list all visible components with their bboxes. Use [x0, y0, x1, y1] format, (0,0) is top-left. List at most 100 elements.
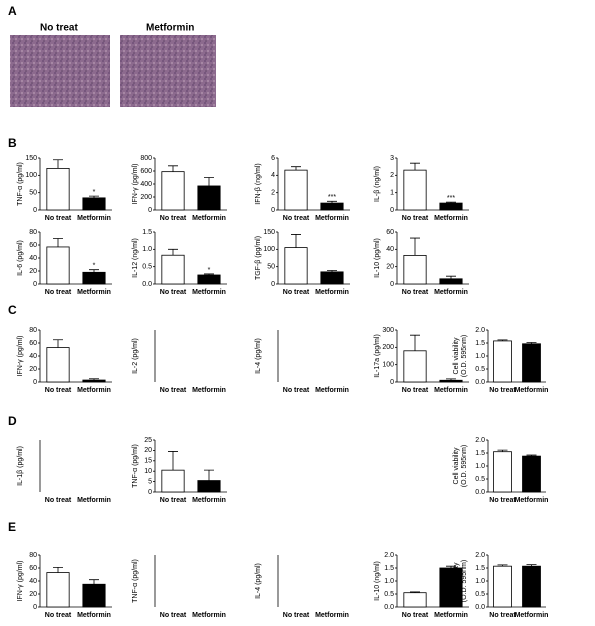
y-tick-label: 100 [382, 362, 394, 369]
y-tick-label: 20 [29, 591, 37, 598]
x-tick-label: No treat [402, 387, 429, 394]
y-tick-label: 60 [29, 242, 37, 249]
x-tick-label: Metformin [434, 612, 468, 619]
y-tick-label: 1.0 [475, 578, 485, 585]
y-axis-label: TGF-β (pg/ml) [255, 236, 262, 280]
y-axis-label: IL-1β (pg/ml) [17, 446, 24, 486]
x-tick-label: No treat [402, 289, 429, 296]
bar [161, 469, 185, 493]
error-bar [89, 269, 99, 273]
error-bar [168, 451, 178, 471]
x-tick-label: No treat [45, 215, 72, 222]
x-tick-label: Metformin [515, 612, 549, 619]
bar [522, 565, 541, 608]
y-tick-label: 40 [29, 353, 37, 360]
y-tick-label: 20 [29, 366, 37, 373]
y-tick-label: 15 [144, 458, 152, 465]
y-tick-label: 1.5 [142, 229, 152, 236]
x-tick-label: Metformin [192, 289, 226, 296]
x-tick-label: No treat [160, 289, 187, 296]
x-tick-label: No treat [45, 612, 72, 619]
significance: *** [328, 194, 336, 201]
y-tick-label: 1.0 [142, 246, 152, 253]
x-tick-label: Metformin [77, 497, 111, 504]
y-tick-label: 300 [382, 327, 394, 334]
x-tick-label: No treat [402, 215, 429, 222]
significance: * [93, 189, 96, 196]
y-axis-label: TNF-α (pg/ml) [17, 162, 24, 206]
y-axis-label: Cell viability [453, 337, 460, 374]
bar [403, 254, 427, 285]
x-tick-label: Metformin [192, 497, 226, 504]
y-axis-label: IL-4 (pg/ml) [255, 563, 262, 599]
y-tick-label: 1.5 [475, 565, 485, 572]
x-tick-label: No treat [283, 612, 310, 619]
y-tick-label: 150 [263, 229, 275, 236]
bar [522, 455, 541, 493]
bar [493, 340, 512, 383]
error-bar [89, 195, 99, 198]
significance: * [208, 267, 211, 274]
x-tick-label: Metformin [515, 497, 549, 504]
y-tick-label: 20 [29, 268, 37, 275]
y-axis-label: IFN-γ (pg/ml) [17, 561, 24, 602]
error-bar [526, 454, 537, 457]
y-tick-label: 1.5 [384, 565, 394, 572]
y-tick-label: 25 [144, 437, 152, 444]
bar [161, 171, 185, 211]
y-tick-label: 400 [140, 181, 152, 188]
y-tick-label: 0.5 [142, 264, 152, 271]
x-tick-label: No treat [45, 387, 72, 394]
x-tick-label: No treat [45, 497, 72, 504]
significance: * [93, 263, 96, 270]
bar [493, 451, 512, 493]
bar [46, 167, 70, 211]
x-tick-label: Metformin [315, 612, 349, 619]
y-tick-label: 4 [271, 172, 275, 179]
error-bar [204, 177, 214, 186]
bar [320, 202, 344, 211]
y-tick-label: 2 [390, 172, 394, 179]
y-tick-label: 100 [25, 172, 37, 179]
y-tick-label: 5 [148, 478, 152, 485]
bar [403, 169, 427, 211]
y-tick-label: 1 [390, 190, 394, 197]
error-bar [204, 469, 214, 481]
y-tick-label: 0 [390, 281, 394, 288]
x-tick-label: Metformin [77, 289, 111, 296]
y-tick-label: 0 [148, 489, 152, 496]
error-bar [526, 342, 537, 344]
error-bar [497, 339, 508, 341]
y-tick-label: 2.0 [384, 552, 394, 559]
bar [439, 202, 463, 211]
x-tick-label: No treat [160, 215, 187, 222]
bar [82, 271, 106, 285]
y-tick-label: 0 [271, 281, 275, 288]
x-tick-label: No treat [489, 612, 516, 619]
y-tick-label: 1.5 [475, 450, 485, 457]
y-axis-label: IFN-γ (pg/ml) [132, 164, 139, 205]
error-bar [410, 237, 420, 256]
y-tick-label: 0 [33, 379, 37, 386]
y-axis-label: IL-10 (ng/ml) [374, 561, 381, 601]
y-tick-label: 0 [271, 207, 275, 214]
y-tick-label: 1.5 [475, 340, 485, 347]
y-tick-label: 10 [144, 468, 152, 475]
y-tick-label: 80 [29, 327, 37, 334]
error-bar [89, 378, 99, 381]
error-bar [446, 275, 456, 279]
y-tick-label: 0.0 [475, 379, 485, 386]
bar [284, 247, 308, 285]
y-tick-label: 60 [29, 340, 37, 347]
y-tick-label: 80 [29, 229, 37, 236]
y-tick-label: 0 [148, 207, 152, 214]
y-tick-label: 200 [140, 194, 152, 201]
y-tick-label: 80 [29, 552, 37, 559]
error-bar [53, 159, 63, 169]
y-tick-label: 0 [33, 604, 37, 611]
bar [82, 197, 106, 211]
error-bar [410, 334, 420, 351]
y-tick-label: 50 [29, 190, 37, 197]
y-axis-label: IL-17a (pg/ml) [374, 334, 381, 378]
bar [522, 343, 541, 383]
